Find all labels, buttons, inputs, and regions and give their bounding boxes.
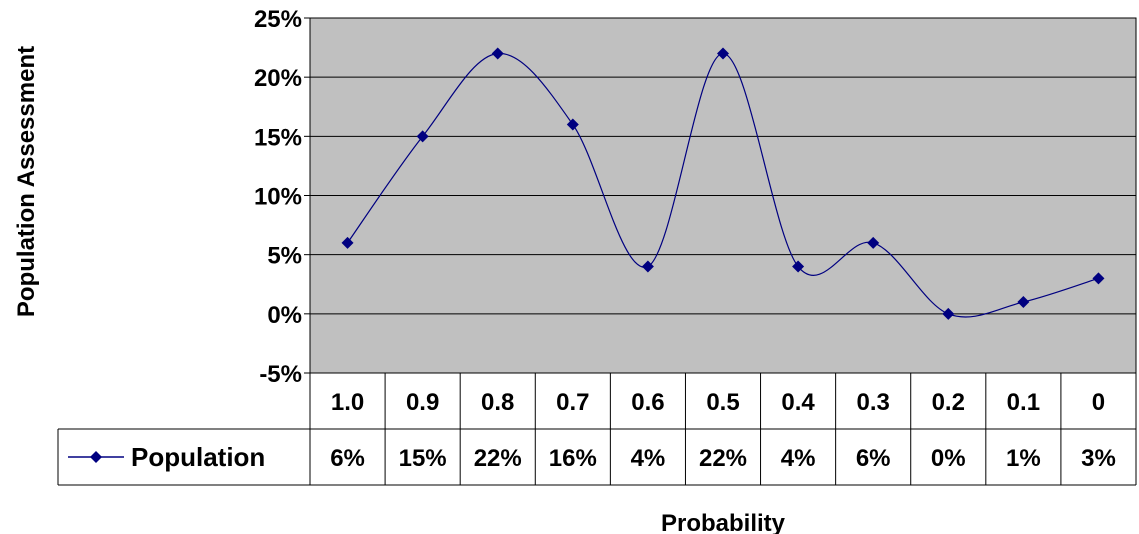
data-point-marker [491, 47, 504, 60]
data-table-value: 4% [781, 445, 816, 472]
data-point-marker [641, 260, 654, 273]
data-point-marker [792, 260, 805, 273]
data-table-value: 15% [399, 445, 447, 472]
y-tick-label: -5% [259, 361, 302, 388]
y-tick-label: 0% [267, 302, 302, 329]
data-table-value: 22% [474, 445, 522, 472]
x-tick-label: 0.9 [406, 389, 439, 416]
legend-label: Population [131, 442, 265, 472]
legend-marker-icon [90, 451, 102, 463]
y-tick-label: 15% [254, 124, 302, 151]
x-tick-label: 0.1 [1007, 389, 1040, 416]
data-point-marker [341, 236, 354, 249]
x-tick-label: 0.2 [932, 389, 965, 416]
data-table-value: 1% [1006, 445, 1041, 472]
x-tick-label: 0.7 [556, 389, 589, 416]
x-tick-label: 0.8 [481, 389, 514, 416]
data-point-marker [566, 118, 579, 131]
y-tick-label: 10% [254, 184, 302, 211]
y-tick-label: 20% [254, 65, 302, 92]
data-table-value: 22% [699, 445, 747, 472]
data-point-marker [942, 307, 955, 320]
data-point-marker [717, 47, 729, 60]
x-tick-label: 0.5 [706, 389, 739, 416]
data-point-marker [416, 130, 429, 143]
data-point-marker [867, 236, 880, 249]
data-point-marker [1017, 296, 1030, 308]
data-table-value: 3% [1081, 445, 1116, 472]
x-tick-label: 0.3 [856, 389, 889, 416]
data-table-value: 0% [931, 445, 966, 472]
y-tick-label: 5% [267, 243, 302, 270]
data-table-value: 4% [631, 445, 666, 472]
x-axis-title: Probability [661, 510, 786, 534]
y-tick-label: 25% [254, 6, 302, 33]
y-axis-title: Population Assessment [13, 46, 40, 317]
data-table-value: 16% [549, 445, 597, 472]
x-tick-label: 0.6 [631, 389, 664, 416]
x-tick-label: 0 [1092, 389, 1105, 416]
x-tick-label: 1.0 [331, 389, 364, 416]
data-table-value: 6% [330, 445, 365, 472]
data-point-marker [1092, 272, 1105, 285]
data-table-value: 6% [856, 445, 891, 472]
x-tick-label: 0.4 [781, 389, 815, 416]
